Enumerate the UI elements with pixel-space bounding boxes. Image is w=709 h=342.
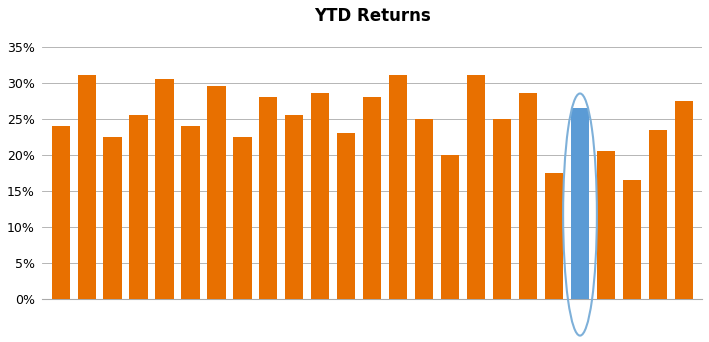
Bar (675, 101, 693, 300)
Bar (493, 119, 511, 300)
Bar (155, 79, 174, 300)
Bar (259, 97, 277, 300)
Bar (52, 126, 69, 300)
Bar (519, 93, 537, 300)
Bar (182, 126, 199, 300)
Bar (363, 97, 381, 300)
Bar (285, 115, 303, 300)
Bar (571, 108, 589, 300)
Bar (337, 133, 355, 300)
Bar (130, 115, 147, 300)
Bar (441, 155, 459, 300)
Bar (597, 151, 615, 300)
Bar (545, 173, 563, 300)
Bar (649, 130, 667, 300)
Bar (207, 86, 225, 300)
Bar (77, 76, 96, 300)
Bar (233, 137, 252, 300)
Bar (467, 76, 485, 300)
Bar (389, 76, 407, 300)
Bar (623, 180, 641, 300)
Title: YTD Returns: YTD Returns (314, 7, 430, 25)
Bar (104, 137, 122, 300)
Bar (311, 93, 330, 300)
Bar (415, 119, 433, 300)
